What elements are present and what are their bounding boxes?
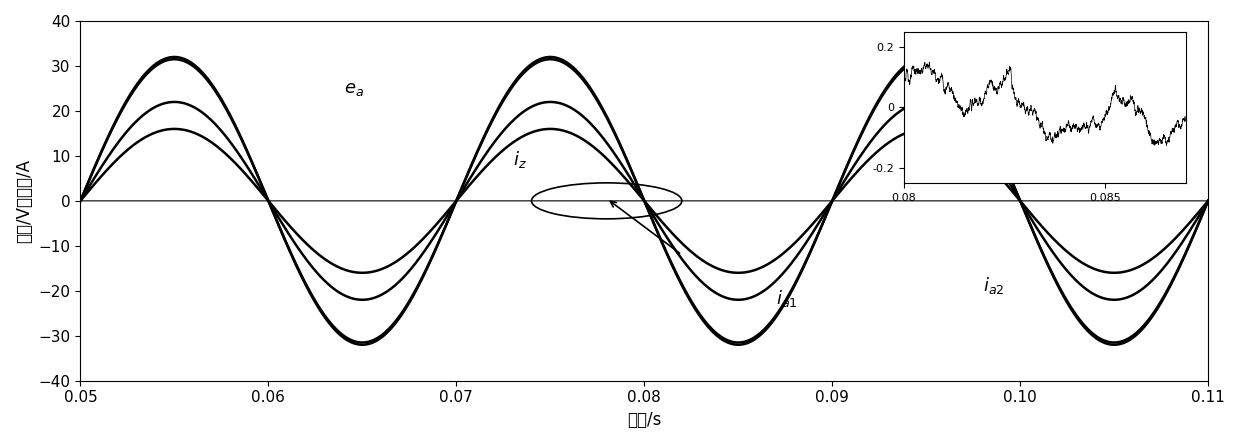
- Text: $e_a$: $e_a$: [343, 80, 363, 98]
- Text: $i_{a2}$: $i_{a2}$: [982, 275, 1004, 296]
- Y-axis label: 电压/V、电流/A: 电压/V、电流/A: [15, 159, 33, 243]
- Text: $i_{a1}$: $i_{a1}$: [776, 288, 797, 309]
- X-axis label: 时间/s: 时间/s: [627, 411, 661, 429]
- Text: $i_z$: $i_z$: [512, 149, 527, 170]
